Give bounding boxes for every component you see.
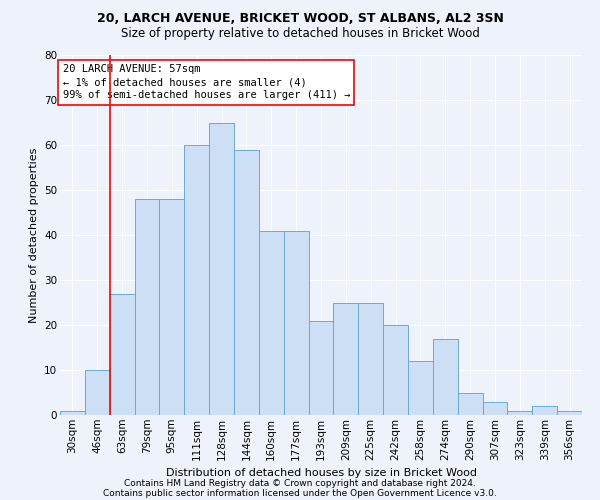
Bar bbox=[308, 320, 334, 415]
Bar bbox=[234, 150, 259, 415]
Bar bbox=[482, 402, 508, 415]
Bar bbox=[134, 199, 160, 415]
Text: Contains HM Land Registry data © Crown copyright and database right 2024.: Contains HM Land Registry data © Crown c… bbox=[124, 478, 476, 488]
Bar bbox=[284, 230, 308, 415]
Bar bbox=[433, 338, 458, 415]
Bar bbox=[60, 410, 85, 415]
Y-axis label: Number of detached properties: Number of detached properties bbox=[29, 148, 38, 322]
Bar bbox=[358, 302, 383, 415]
Bar bbox=[85, 370, 110, 415]
Text: 20, LARCH AVENUE, BRICKET WOOD, ST ALBANS, AL2 3SN: 20, LARCH AVENUE, BRICKET WOOD, ST ALBAN… bbox=[97, 12, 503, 26]
Bar bbox=[458, 392, 482, 415]
Bar bbox=[160, 199, 184, 415]
Bar bbox=[532, 406, 557, 415]
Bar bbox=[209, 122, 234, 415]
Text: Size of property relative to detached houses in Bricket Wood: Size of property relative to detached ho… bbox=[121, 28, 479, 40]
Text: Contains public sector information licensed under the Open Government Licence v3: Contains public sector information licen… bbox=[103, 488, 497, 498]
X-axis label: Distribution of detached houses by size in Bricket Wood: Distribution of detached houses by size … bbox=[166, 468, 476, 478]
Bar bbox=[259, 230, 284, 415]
Bar bbox=[557, 410, 582, 415]
Bar bbox=[334, 302, 358, 415]
Bar bbox=[383, 325, 408, 415]
Bar bbox=[408, 361, 433, 415]
Text: 20 LARCH AVENUE: 57sqm
← 1% of detached houses are smaller (4)
99% of semi-detac: 20 LARCH AVENUE: 57sqm ← 1% of detached … bbox=[62, 64, 350, 100]
Bar bbox=[508, 410, 532, 415]
Bar bbox=[184, 145, 209, 415]
Bar bbox=[110, 294, 134, 415]
